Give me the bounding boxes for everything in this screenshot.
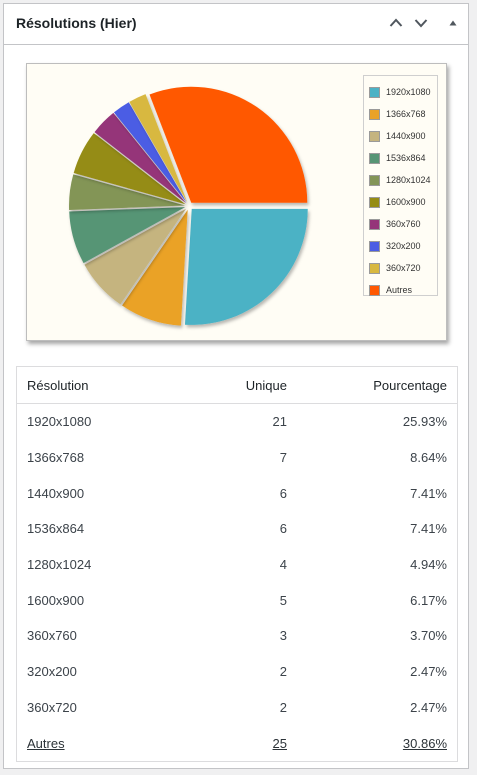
legend-item: 1440x900 bbox=[369, 129, 426, 143]
cell-unique: 4 bbox=[279, 557, 287, 573]
triangle-up-icon[interactable] bbox=[442, 12, 464, 34]
pie-slice-1536x864 bbox=[69, 207, 186, 264]
pie-slice-1920x1080 bbox=[184, 208, 308, 325]
legend-swatch bbox=[369, 130, 380, 142]
header-percentage: Pourcentage bbox=[297, 366, 458, 404]
cell-resolution: 1600x900 bbox=[27, 592, 85, 608]
legend-swatch bbox=[369, 174, 380, 186]
table-row: 320x200 2 2.47% bbox=[17, 654, 458, 690]
cell-percentage: 6.17% bbox=[410, 592, 447, 608]
cell-percentage: 2.47% bbox=[410, 664, 447, 680]
legend-item: 1600x900 bbox=[369, 195, 426, 209]
legend-label: 1440x900 bbox=[386, 131, 426, 141]
resolutions-table: Résolution Unique Pourcentage 1920x1080 2… bbox=[16, 366, 458, 762]
legend-item: Autres bbox=[369, 283, 412, 297]
cell-unique: 21 bbox=[272, 414, 287, 430]
pie-slice-1600x900 bbox=[73, 133, 186, 205]
others-percentage-link[interactable]: 30.86% bbox=[402, 735, 447, 751]
table-row: 1280x1024 4 4.94% bbox=[17, 547, 458, 583]
legend-label: 1920x1080 bbox=[386, 87, 431, 97]
legend-swatch bbox=[369, 262, 380, 274]
legend-swatch bbox=[369, 196, 380, 208]
legend-item: 320x200 bbox=[369, 239, 421, 253]
table-row: 360x720 2 2.47% bbox=[17, 690, 458, 726]
cell-unique: 5 bbox=[279, 592, 287, 608]
legend-swatch bbox=[369, 284, 380, 296]
header-unique: Unique bbox=[177, 366, 297, 404]
cell-unique: 2 bbox=[279, 699, 287, 715]
pie-slice-autres bbox=[149, 86, 308, 203]
legend-label: Autres bbox=[386, 285, 413, 295]
chevron-down-icon[interactable] bbox=[410, 12, 432, 34]
cell-percentage: 7.41% bbox=[410, 485, 447, 501]
cell-resolution: 360x760 bbox=[27, 628, 77, 644]
table-row: 1600x900 5 6.17% bbox=[17, 582, 458, 618]
legend-label: 1600x900 bbox=[386, 197, 426, 207]
table-footer-row: Autres 25 30.86% bbox=[17, 725, 458, 761]
header-resolution: Résolution bbox=[16, 366, 177, 404]
cell-unique: 3 bbox=[279, 628, 287, 644]
table-row: 1536x864 6 7.41% bbox=[17, 511, 458, 547]
cell-resolution: 360x720 bbox=[27, 699, 77, 715]
cell-percentage: 2.47% bbox=[410, 699, 447, 715]
pie-slice-1280x1024 bbox=[69, 174, 186, 210]
pie-slice-320x200 bbox=[113, 102, 187, 203]
pie-slice-1366x768 bbox=[122, 209, 188, 326]
widget-title: Résolutions (Hier) bbox=[16, 15, 137, 31]
cell-resolution: 320x200 bbox=[27, 664, 77, 680]
legend-swatch bbox=[369, 218, 380, 230]
legend-label: 320x200 bbox=[386, 241, 421, 251]
cell-percentage: 7.41% bbox=[410, 521, 447, 537]
legend-swatch bbox=[369, 108, 380, 120]
others-link[interactable]: Autres bbox=[27, 735, 65, 751]
cell-percentage: 8.64% bbox=[410, 450, 447, 466]
legend-swatch bbox=[369, 152, 380, 164]
legend-swatch bbox=[369, 86, 380, 98]
widget-header: Résolutions (Hier) bbox=[4, 4, 468, 45]
legend-item: 1536x864 bbox=[369, 151, 426, 165]
pie-slice-1440x900 bbox=[84, 208, 187, 305]
table-row: 1366x768 7 8.64% bbox=[17, 440, 458, 476]
legend-item: 1280x1024 bbox=[369, 173, 431, 187]
legend-item: 1920x1080 bbox=[369, 85, 431, 99]
others-unique-link[interactable]: 25 bbox=[272, 735, 287, 751]
legend-label: 1366x768 bbox=[386, 109, 426, 119]
cell-percentage: 3.70% bbox=[410, 628, 447, 644]
chevron-up-icon[interactable] bbox=[385, 12, 407, 34]
cell-unique: 6 bbox=[279, 485, 287, 501]
pie-slice-360x760 bbox=[94, 112, 187, 204]
table-header-row: Résolution Unique Pourcentage bbox=[16, 366, 458, 404]
table-row: 1920x1080 21 25.93% bbox=[17, 404, 458, 440]
legend-label: 360x760 bbox=[386, 219, 421, 229]
cell-unique: 7 bbox=[279, 450, 287, 466]
cell-resolution: 1920x1080 bbox=[27, 414, 92, 430]
cell-unique: 2 bbox=[279, 664, 287, 680]
cell-percentage: 25.93% bbox=[402, 414, 447, 430]
chart-legend: 1920x1080 1366x768 1440x900 1536x864 1280x10… bbox=[363, 75, 438, 296]
cell-resolution: 1280x1024 bbox=[27, 557, 92, 573]
legend-label: 1536x864 bbox=[386, 153, 426, 163]
pie-slice-360x720 bbox=[129, 94, 188, 203]
legend-label: 1280x1024 bbox=[386, 175, 431, 185]
legend-swatch bbox=[369, 240, 380, 252]
cell-unique: 6 bbox=[279, 521, 287, 537]
cell-resolution: 1440x900 bbox=[27, 485, 85, 501]
pie-chart: 1920x1080 1366x768 1440x900 1536x864 1280x10… bbox=[26, 63, 447, 341]
cell-resolution: 1366x768 bbox=[27, 450, 85, 466]
legend-item: 360x720 bbox=[369, 261, 421, 275]
cell-percentage: 4.94% bbox=[410, 557, 447, 573]
resolutions-widget: Résolutions (Hier) 1920x1080 1366x768 1440… bbox=[3, 3, 469, 769]
legend-item: 1366x768 bbox=[369, 107, 426, 121]
legend-item: 360x760 bbox=[369, 217, 421, 231]
cell-resolution: 1536x864 bbox=[27, 521, 85, 537]
legend-label: 360x720 bbox=[386, 263, 421, 273]
pie-chart-canvas bbox=[69, 86, 308, 326]
table-row: 1440x900 6 7.41% bbox=[17, 475, 458, 511]
table-row: 360x760 3 3.70% bbox=[17, 618, 458, 654]
